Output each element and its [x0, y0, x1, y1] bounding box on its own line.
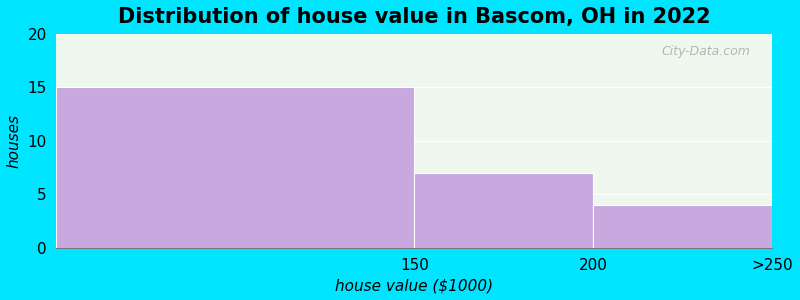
- Bar: [594, 205, 772, 248]
- X-axis label: house value ($1000): house value ($1000): [335, 278, 494, 293]
- Bar: [57, 88, 414, 248]
- Title: Distribution of house value in Bascom, OH in 2022: Distribution of house value in Bascom, O…: [118, 7, 710, 27]
- Y-axis label: houses: houses: [7, 114, 22, 168]
- Bar: [414, 173, 594, 248]
- Text: City-Data.com: City-Data.com: [662, 45, 750, 58]
